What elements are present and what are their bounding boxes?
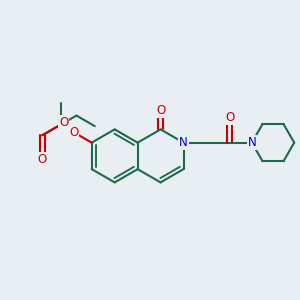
Text: O: O	[156, 104, 165, 117]
Text: O: O	[38, 153, 47, 166]
Text: O: O	[225, 111, 234, 124]
Text: N: N	[248, 136, 256, 149]
Text: O: O	[59, 116, 68, 129]
Text: N: N	[179, 136, 188, 149]
Text: O: O	[69, 126, 79, 139]
